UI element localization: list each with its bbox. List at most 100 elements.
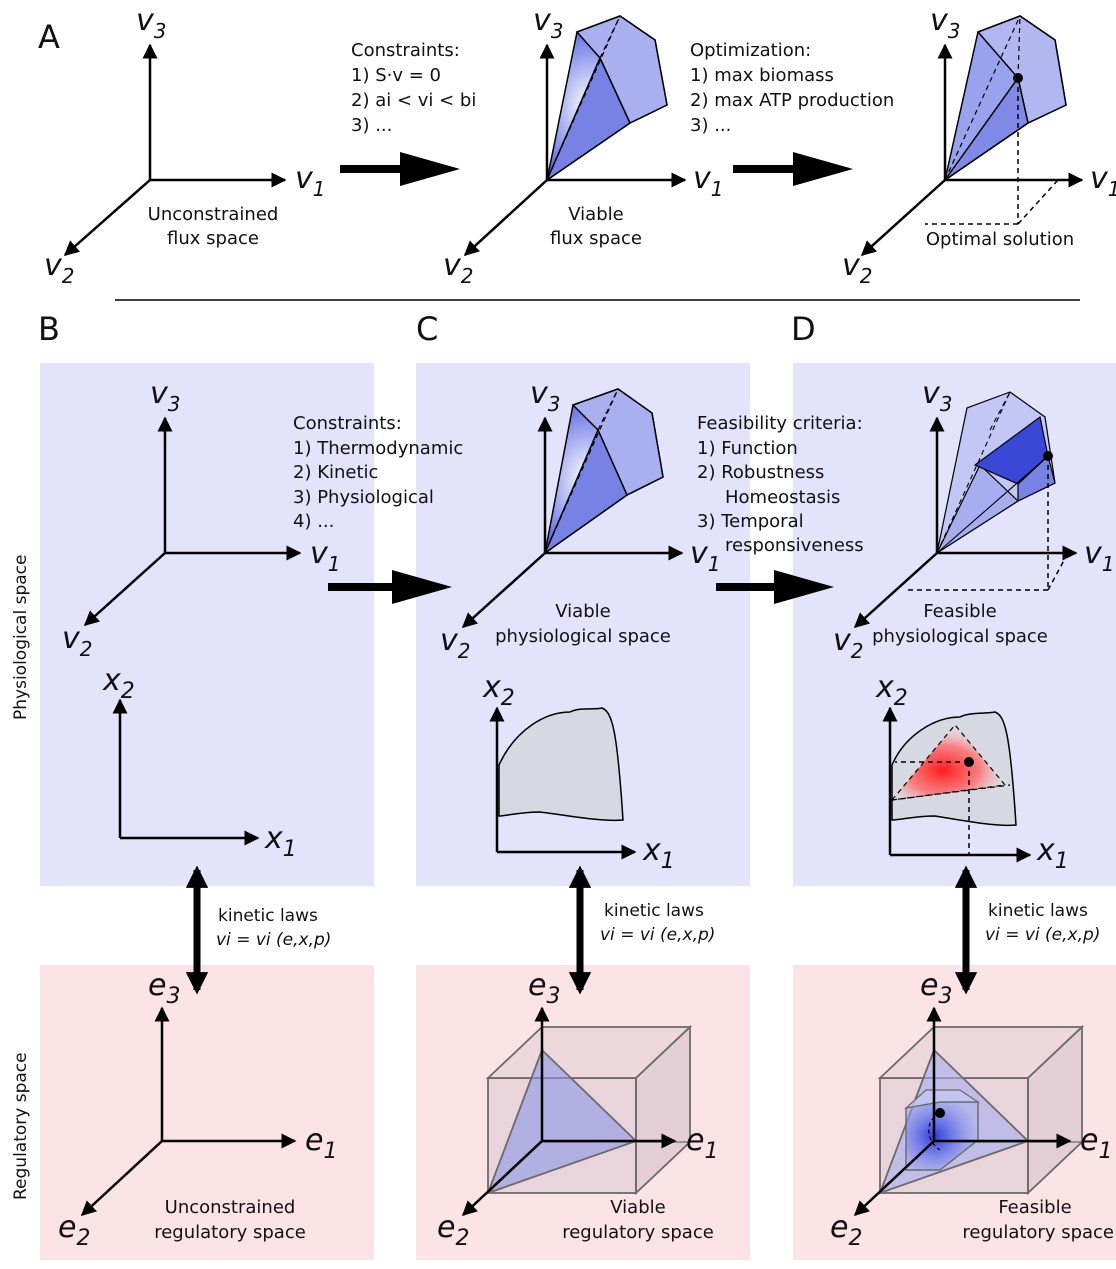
- caption-unconstrained-1: Unconstrained: [148, 204, 279, 225]
- axes-d-x: [882, 706, 1032, 863]
- kinetic-formula-d: vi = vi (e,x,p): [985, 925, 1100, 945]
- feasibility-2: 2) Robustness: [697, 462, 824, 483]
- constraint-b-3: 3) Physiological: [293, 487, 434, 508]
- constraint-b-2: 2) Kinetic: [293, 462, 378, 483]
- caption-feasible-phys-1: Feasible: [923, 601, 996, 622]
- constraint-a-1: 1) S·v = 0: [351, 65, 441, 86]
- axis-v2-b: v2: [62, 621, 93, 661]
- caption-viable-phys-1: Viable: [555, 601, 610, 622]
- axis-v2-a3: v2: [842, 248, 873, 288]
- feasibility-1: 1) Function: [697, 438, 798, 459]
- axis-v1-a2: v1: [693, 161, 724, 201]
- axis-x1-b: x1: [264, 821, 297, 862]
- kinetic-title-b: kinetic laws: [218, 906, 318, 926]
- axis-e3-b: e3: [148, 968, 180, 1009]
- arrow-b2: [716, 570, 834, 604]
- axis-v1-a1: v1: [295, 161, 326, 201]
- cone-d: [905, 391, 1069, 591]
- axis-v3-a2: v3: [533, 3, 564, 43]
- axes-b-v: [83, 416, 302, 627]
- side-label-regulatory: Regulatory space: [11, 1052, 31, 1200]
- caption-unconstrained-reg-2: regulatory space: [154, 1222, 306, 1243]
- axis-e2-d: e2: [830, 1210, 862, 1251]
- axis-v2-a1: v2: [44, 248, 75, 288]
- axis-e1-c: e1: [686, 1123, 718, 1164]
- optimization-1: 1) max biomass: [690, 65, 834, 86]
- side-label-physiological: Physiological space: [11, 555, 31, 720]
- axes-b-e: [80, 1006, 297, 1217]
- axis-v3-a3: v3: [930, 3, 961, 43]
- caption-optimal: Optimal solution: [926, 229, 1074, 250]
- cube-c: [461, 1006, 693, 1217]
- kinetic-formula-b: vi = vi (e,x,p): [216, 930, 331, 950]
- axis-v1-d: v1: [1084, 536, 1115, 576]
- feasibility-3b: responsiveness: [725, 535, 864, 556]
- caption-feasible-reg-1: Feasible: [998, 1197, 1071, 1218]
- axis-v2-d: v2: [833, 623, 864, 663]
- panel-label-c: C: [416, 310, 438, 348]
- axis-e3-c: e3: [528, 968, 560, 1009]
- axis-e2-c: e2: [437, 1210, 469, 1251]
- axis-v3-a1: v3: [136, 3, 167, 43]
- axis-x2-c: x2: [482, 670, 515, 711]
- axes-c-v: [461, 416, 684, 629]
- kinetic-formula-c: vi = vi (e,x,p): [600, 925, 715, 945]
- axes-c-x: [489, 706, 637, 860]
- constraints-title-b: Constraints:: [293, 413, 402, 434]
- feasibility-3: 3) Temporal: [697, 511, 804, 532]
- arrow-a1: [340, 152, 460, 186]
- axis-v3-b: v3: [150, 376, 181, 416]
- panel-label-b: B: [38, 310, 60, 348]
- cube-d: [853, 1006, 1085, 1217]
- caption-viable-a-2: flux space: [550, 228, 642, 249]
- axis-e3-d: e3: [920, 968, 952, 1009]
- axes-a3: [860, 43, 1084, 257]
- axis-v1-c: v1: [690, 536, 721, 576]
- optimization-2: 2) max ATP production: [690, 90, 894, 111]
- arrow-b1: [328, 570, 452, 604]
- feasibility-2b: Homeostasis: [725, 487, 840, 508]
- axis-x2-b: x2: [102, 663, 135, 704]
- axis-e2-b: e2: [58, 1210, 90, 1251]
- constraint-a-2: 2) ai < vi < bi: [351, 90, 476, 111]
- panel-label-d: D: [791, 310, 816, 348]
- constraints-title-a: Constraints:: [351, 40, 460, 61]
- caption-viable-reg-2: regulatory space: [562, 1222, 714, 1243]
- cone-a2: [545, 15, 668, 183]
- cone-a3: [925, 15, 1067, 225]
- axis-v3-c: v3: [530, 376, 561, 416]
- axis-v1-b: v1: [310, 536, 341, 576]
- axes-a1: [63, 43, 287, 256]
- caption-unconstrained-reg-1: Unconstrained: [165, 1197, 296, 1218]
- axis-e1-b: e1: [305, 1123, 337, 1164]
- axis-v2-c: v2: [440, 623, 471, 663]
- constraint-a-3: 3) ...: [351, 115, 392, 136]
- caption-feasible-reg-2: regulatory space: [962, 1222, 1114, 1243]
- axes-d-v: [853, 416, 1078, 629]
- axes-b-x: [112, 698, 260, 846]
- axis-v3-d: v3: [922, 376, 953, 416]
- optimization-3: 3) ...: [690, 115, 731, 136]
- axis-e1-d: e1: [1080, 1123, 1112, 1164]
- axis-v1-a3: v1: [1090, 161, 1116, 201]
- axes-a2: [463, 43, 687, 257]
- caption-unconstrained-2: flux space: [167, 228, 259, 249]
- optimization-title: Optimization:: [690, 40, 811, 61]
- caption-viable-a-1: Viable: [568, 204, 623, 225]
- kinetic-title-d: kinetic laws: [988, 901, 1088, 921]
- kinetic-title-c: kinetic laws: [604, 901, 704, 921]
- panel-label-a: A: [38, 18, 60, 56]
- cone-c: [543, 388, 664, 556]
- caption-viable-phys-2: physiological space: [495, 626, 671, 647]
- axis-x1-c: x1: [642, 833, 675, 874]
- axis-x2-d: x2: [875, 670, 908, 711]
- constraint-b-4: 4) ...: [293, 511, 334, 532]
- feasibility-title: Feasibility criteria:: [697, 413, 863, 434]
- axis-x1-d: x1: [1036, 833, 1069, 874]
- arrow-a2: [733, 152, 853, 186]
- caption-viable-reg-1: Viable: [610, 1197, 665, 1218]
- axis-v2-a2: v2: [443, 248, 474, 288]
- caption-feasible-phys-2: physiological space: [872, 626, 1048, 647]
- constraint-b-1: 1) Thermodynamic: [293, 438, 463, 459]
